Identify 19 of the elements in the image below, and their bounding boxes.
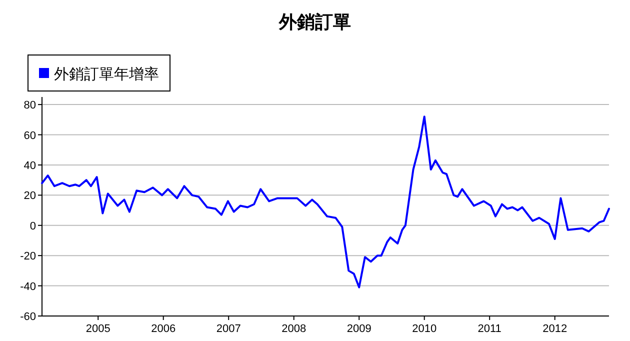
- x-tick-label: 2010: [412, 323, 437, 335]
- x-tick-label: 2009: [346, 323, 372, 335]
- y-tick-label: 20: [24, 190, 36, 202]
- y-tick-label: -40: [20, 280, 36, 293]
- x-tick-label: 2005: [86, 323, 110, 335]
- x-tick-label: 2006: [151, 323, 176, 335]
- legend-label: 外銷訂單年增率: [54, 66, 159, 83]
- x-tick-label: 2011: [478, 323, 502, 335]
- x-tick-label: 2012: [542, 323, 568, 335]
- y-tick-label: 60: [24, 130, 36, 142]
- line-series: [41, 116, 610, 288]
- y-tick-label: -60: [20, 311, 36, 323]
- chart-title: 外銷訂單: [278, 12, 351, 32]
- y-tick-label: 80: [24, 100, 36, 112]
- x-tick-label: 2008: [282, 323, 306, 335]
- x-tick-label: 2007: [216, 323, 241, 335]
- y-tick-label: -20: [20, 250, 36, 263]
- y-tick-label: 40: [24, 160, 36, 172]
- y-tick-label: 0: [30, 220, 36, 232]
